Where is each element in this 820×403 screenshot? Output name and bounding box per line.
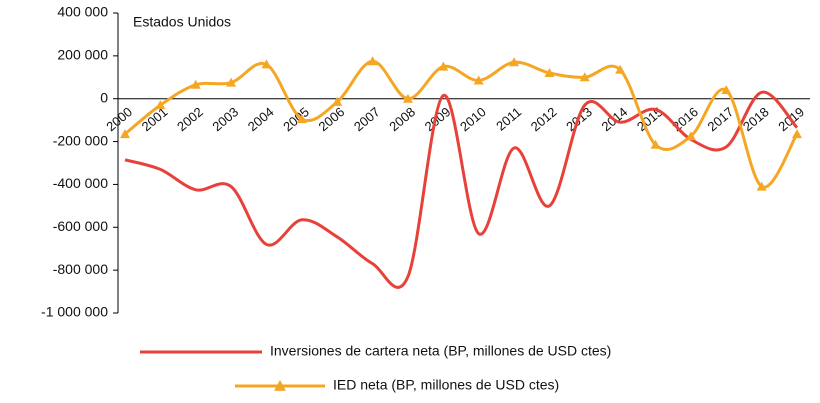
marker	[367, 56, 378, 66]
marker	[402, 93, 413, 103]
x-tick-label: 2011	[493, 104, 524, 133]
y-tick-label: 200 000	[57, 47, 108, 63]
marker	[756, 181, 767, 191]
marker	[120, 129, 130, 139]
x-tick-label: 2004	[245, 104, 277, 134]
marker	[155, 100, 166, 110]
legend-label: Inversiones de cartera neta (BP, millone…	[270, 343, 611, 359]
y-tick-label: 0	[100, 89, 108, 105]
marker	[615, 64, 626, 74]
y-tick-label: 400 000	[57, 4, 108, 20]
annotation: Estados Unidos	[133, 14, 231, 30]
x-tick-label: 2008	[386, 104, 418, 134]
marker	[579, 72, 590, 82]
y-tick-label: -600 000	[53, 218, 108, 234]
marker	[438, 61, 449, 71]
marker	[721, 85, 732, 95]
marker	[509, 57, 520, 67]
y-tick-label: -800 000	[53, 261, 108, 277]
x-tick-label: 2012	[528, 104, 560, 134]
series-line	[124, 90, 799, 289]
marker	[190, 79, 201, 89]
legend-marker	[274, 380, 286, 391]
marker	[296, 114, 307, 124]
legend-label: IED neta (BP, millones de USD ctes)	[333, 377, 559, 393]
marker	[650, 139, 661, 149]
marker	[685, 131, 696, 141]
marker	[544, 68, 555, 77]
series-line	[124, 59, 799, 189]
y-tick-label: -200 000	[53, 132, 108, 148]
x-tick-label: 2002	[174, 104, 206, 134]
marker	[792, 129, 802, 139]
y-tick-label: -400 000	[53, 175, 108, 191]
x-tick-label: 2007	[351, 104, 383, 134]
x-tick-label: 2017	[705, 104, 737, 134]
y-tick-label: -1 000 000	[41, 304, 108, 320]
marker	[473, 75, 484, 85]
x-tick-label: 2010	[457, 104, 489, 134]
x-tick-label: 2003	[209, 104, 241, 134]
marker	[261, 59, 272, 69]
marker	[226, 77, 237, 87]
marker	[332, 96, 343, 106]
